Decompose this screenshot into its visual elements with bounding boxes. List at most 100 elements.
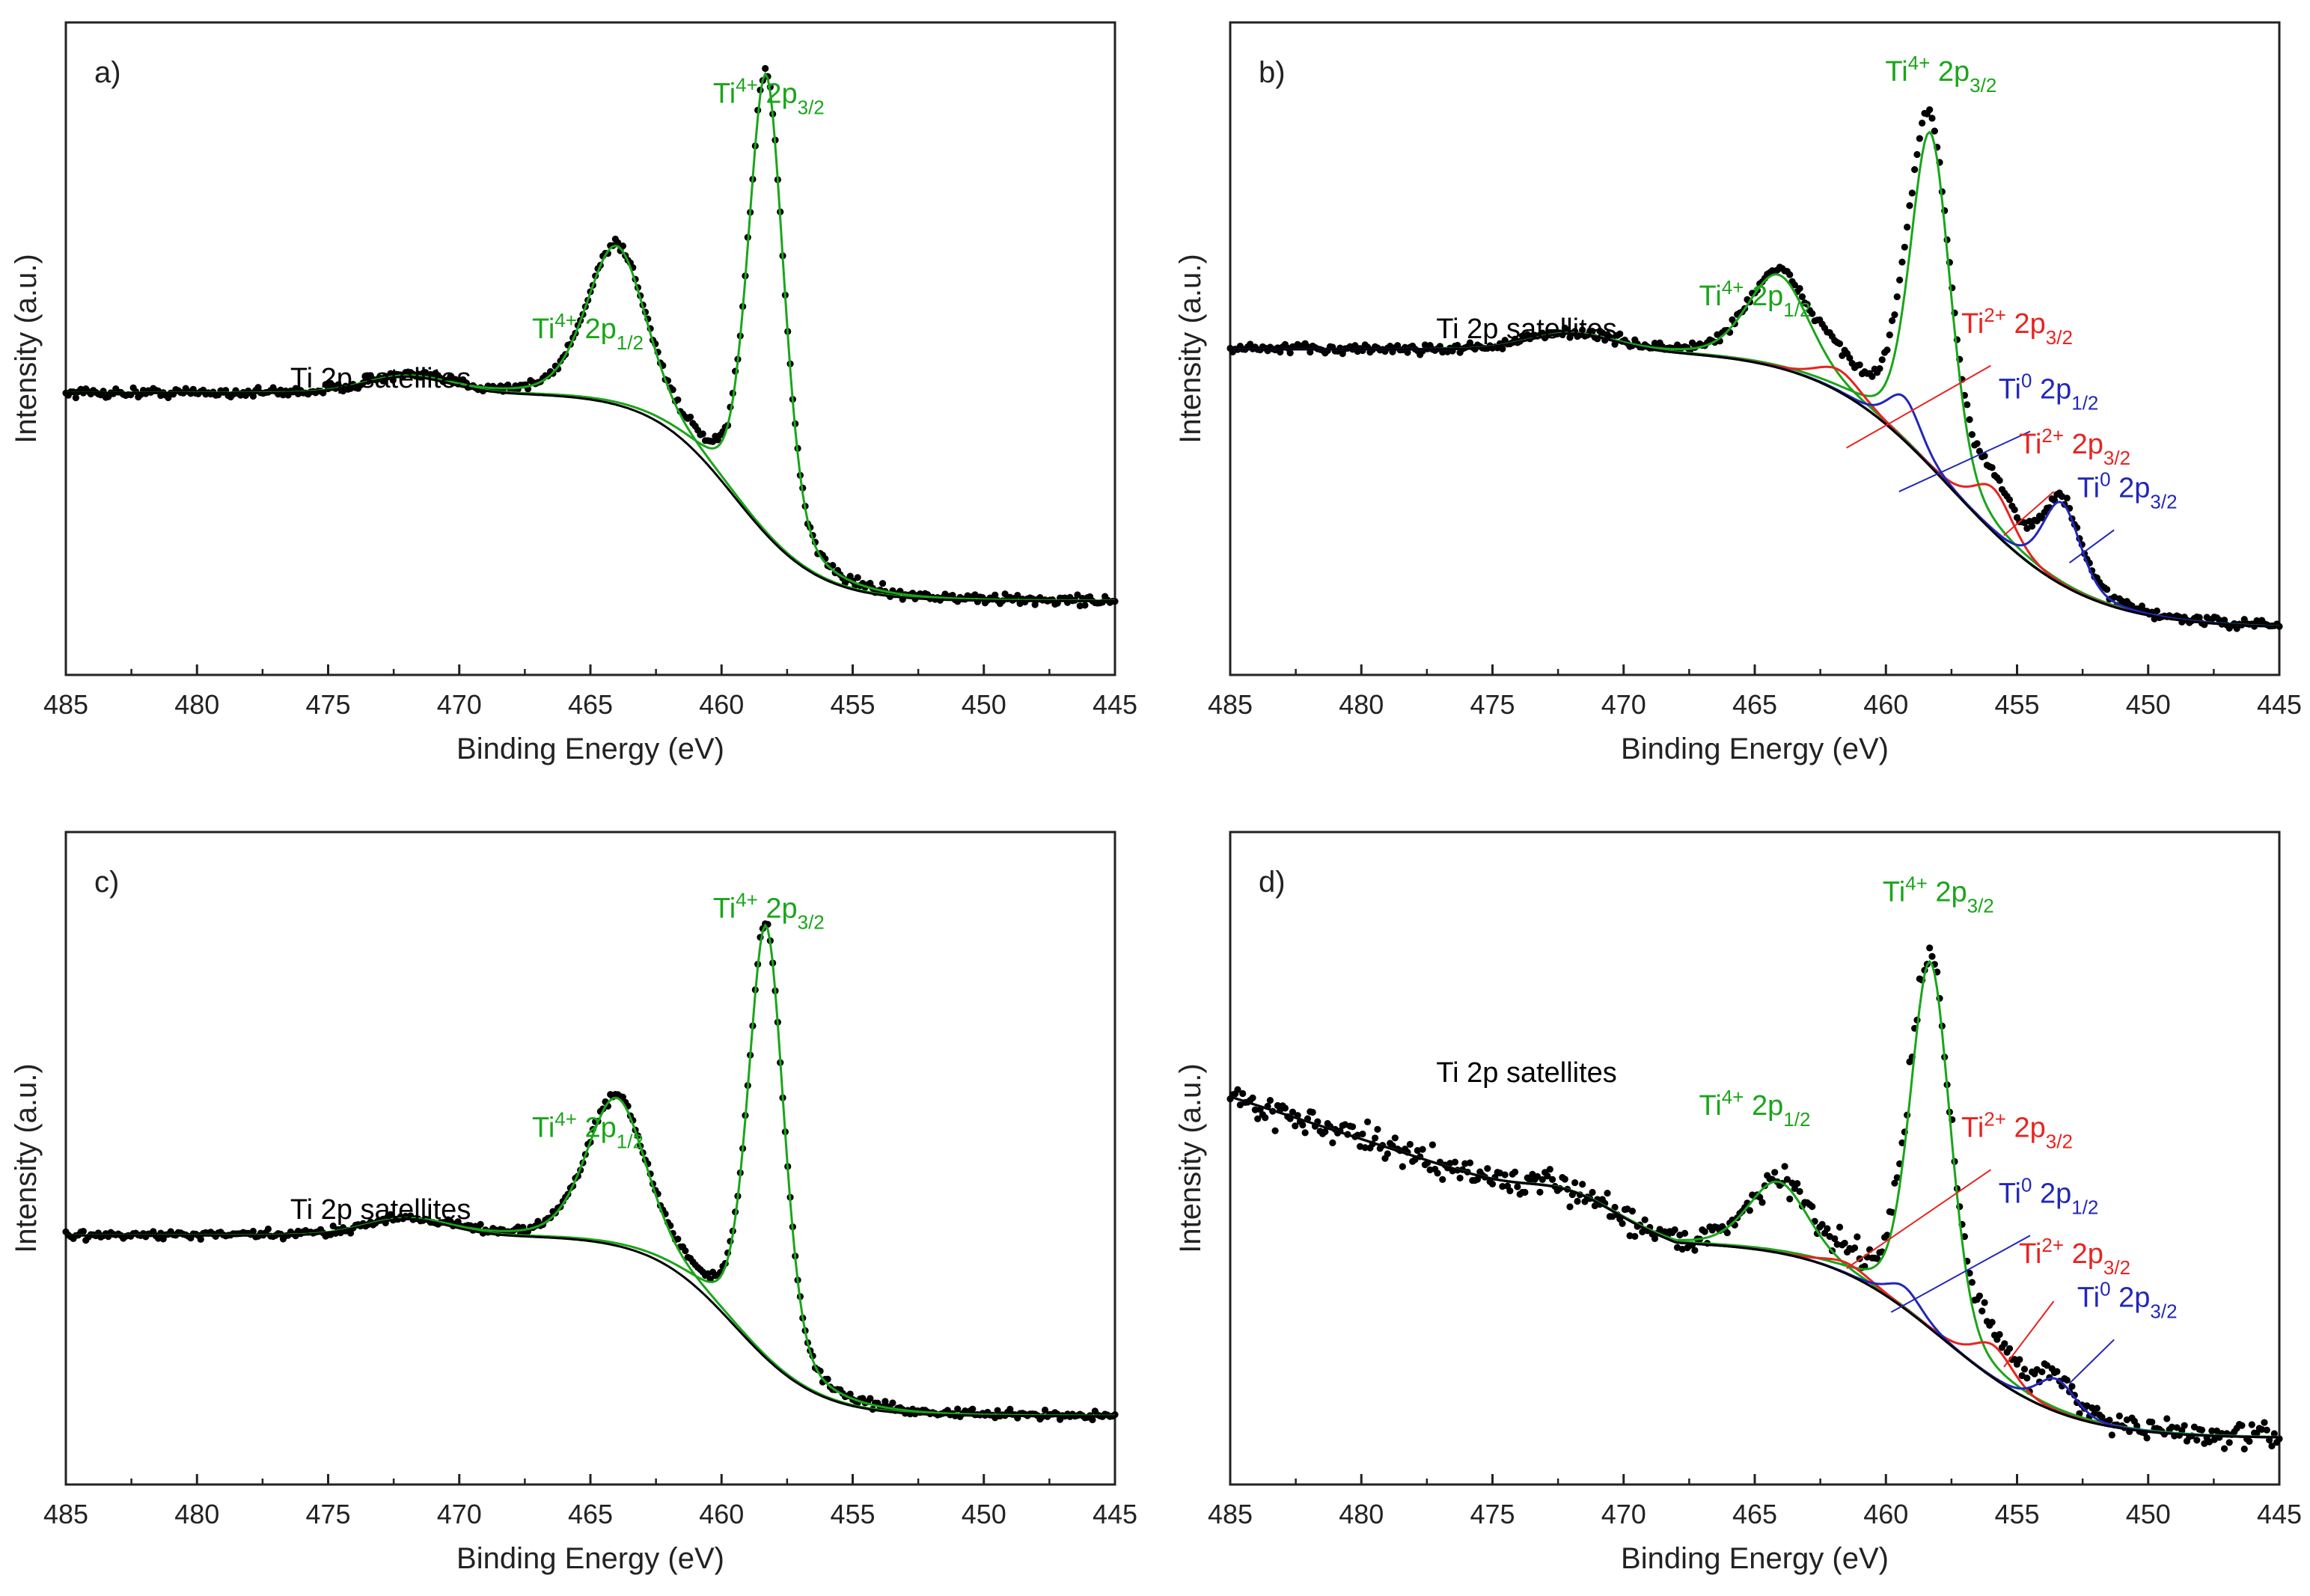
panel-d: 485 480 475 470 465 460 455 450 445 Binding Energ… [1174,831,2302,1575]
peak-annotation: Ti0 2p3/2 [2077,1277,2178,1322]
data-point [1571,1179,1579,1187]
data-point [1359,1130,1366,1138]
peak-annotation: Ti 2p satellites [290,363,471,394]
data-point [2196,614,2203,621]
data-point [1896,276,1904,284]
data-point [2103,586,2111,593]
annotation-leader-line [2003,1300,2055,1368]
data-point [1831,1235,1839,1243]
annotation-leader-line [1890,1235,2031,1313]
data-point [1996,477,2003,484]
data-point [1796,284,1803,293]
x-tick-label: 465 [1732,689,1777,720]
peak-annotation: Ti4+ 2p1/2 [1699,1086,1811,1131]
data-point [2193,1437,2201,1444]
x-tick-label: 475 [1470,689,1515,720]
data-point [1271,1127,1279,1134]
annotation-leader-line [2068,1339,2115,1384]
peak-annotation: Ti4+ 2p1/2 [1699,276,1811,321]
data-point [1254,1115,1262,1122]
data-point [1251,1106,1259,1113]
data-point [1906,202,1913,210]
data-point [1818,1220,1826,1228]
data-point [1574,1197,1581,1205]
data-point [1499,345,1506,352]
data-point [2016,1356,2023,1363]
x-axis-title: Binding Energy (eV) [1621,1542,1889,1575]
data-point [2038,1368,2046,1376]
x-tick-label: 445 [1093,689,1137,720]
data-point [1384,1150,1391,1158]
panel-c: 485 480 475 470 465 460 455 450 445 Binding Energ… [10,831,1137,1575]
fit-component-ti4 [66,923,1115,1417]
data-point [1759,1199,1766,1206]
peak-annotation: Ti2+ 2p3/2 [1961,1107,2073,1152]
plot-frame [64,21,1116,676]
data-point [1901,243,1908,251]
data-point [2268,1442,2276,1450]
x-tick-label: 460 [699,689,744,720]
data-point [1888,317,1896,325]
data-point [1878,356,1886,364]
data-point [1913,150,1921,159]
data-point [1456,1174,1464,1182]
data-point [1796,1187,1803,1195]
data-point [1976,1292,1984,1300]
data-point [1404,349,1411,356]
data-point [881,1398,889,1405]
data-point [1262,1114,1269,1122]
data-point [1911,166,1919,174]
data-point [72,394,79,402]
data-point [514,1223,522,1231]
data-point [1651,1235,1659,1243]
data-point [1506,1187,1514,1195]
annotation-leader-line [2003,491,2055,536]
data-point [1249,1094,1256,1101]
data-point [1631,1232,1639,1240]
data-point [1873,1255,1881,1262]
peak-annotation: Ti2+ 2p3/2 [2019,424,2130,469]
data-point [669,386,676,394]
data-point [2148,1418,2156,1426]
data-point [2133,1422,2141,1430]
data-point [1031,601,1039,608]
x-tick-label: 485 [43,1499,88,1529]
background-curve [66,1217,1115,1418]
data-point [1886,331,1893,339]
peak-annotation: Ti2+ 2p3/2 [2019,1234,2130,1279]
data-point [1041,1406,1049,1414]
data-point [1836,1223,1844,1231]
x-tick-label: 485 [1208,1499,1253,1529]
data-point [1981,452,1988,459]
data-point [2020,1366,2029,1373]
x-tick-label: 470 [437,1499,482,1529]
x-tick-label: 455 [1994,689,2039,720]
data-point [197,1235,204,1243]
data-point [686,413,694,421]
data-point [1611,1203,1619,1211]
data-point [854,574,861,581]
data-point [2023,1375,2031,1382]
data-point [1891,1179,1898,1187]
data-point [1641,1216,1649,1223]
x-tick-label: 460 [1863,689,1908,720]
data-point [2240,1445,2248,1453]
data-point [1786,1195,1794,1202]
data-point [2063,495,2071,502]
data-point [1854,1233,1861,1241]
data-point [264,1225,272,1233]
data-point [1286,349,1294,357]
data-point [1619,1220,1626,1227]
data-point [1546,1166,1553,1173]
data-point [1876,365,1883,373]
data-point [614,239,622,246]
data-point [1484,1165,1491,1172]
data-point [1299,1121,1307,1129]
data-point [1521,1188,1529,1196]
x-axis-title: Binding Energy (eV) [1621,733,1889,765]
data-point [1266,1097,1274,1104]
data-point [1746,1207,1753,1214]
data-point [1539,1175,1546,1184]
data-point [2181,1422,2188,1429]
